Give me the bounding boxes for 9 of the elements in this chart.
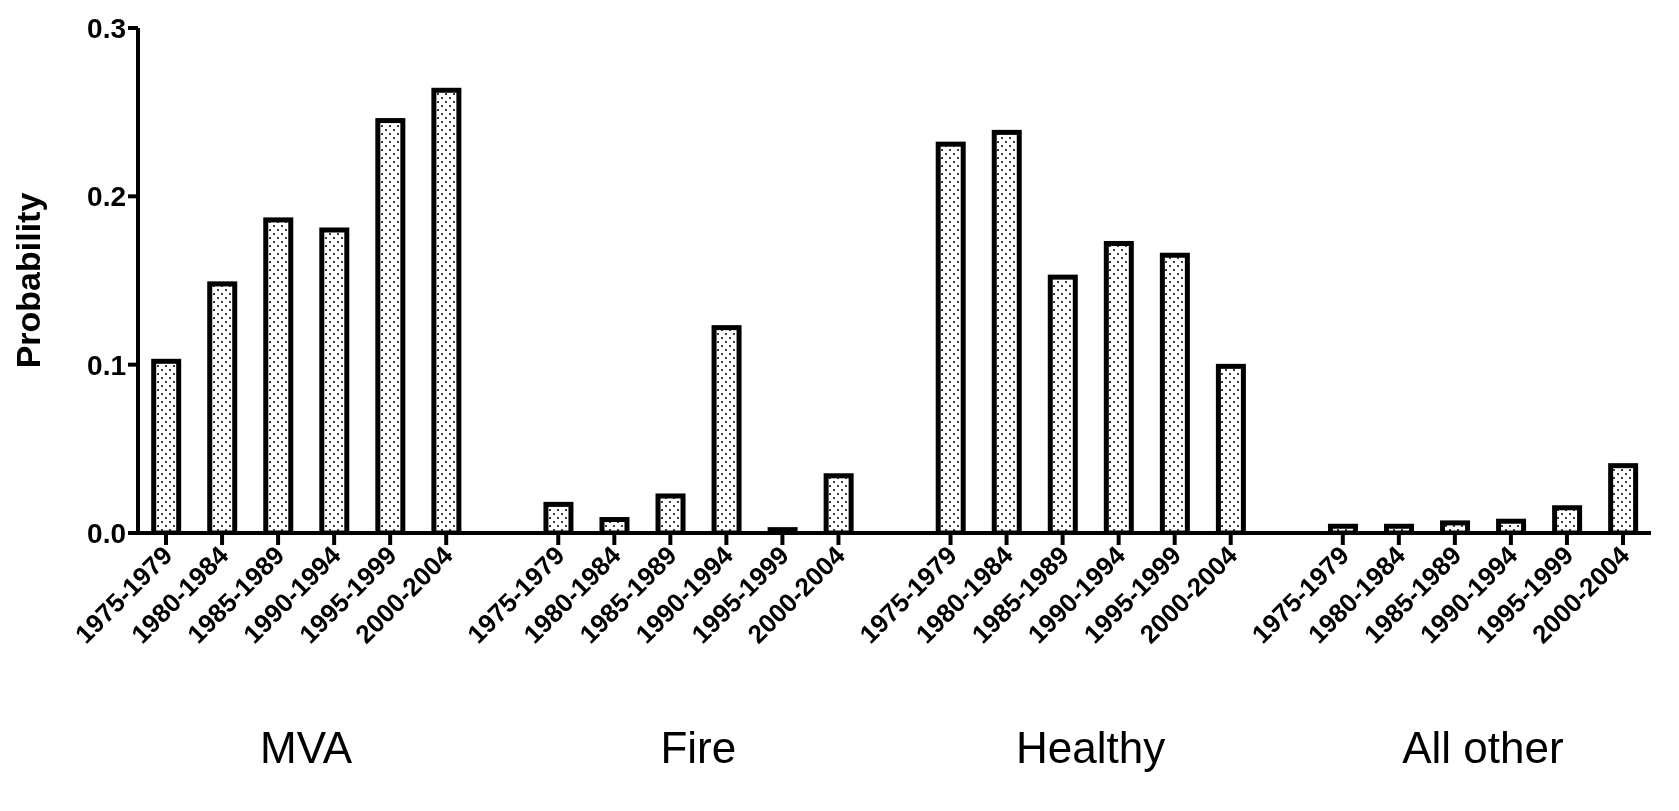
y-axis-title: Probability xyxy=(9,192,48,369)
text: Healthy xyxy=(1015,723,1167,773)
y-tick-label: 0.3 xyxy=(87,12,126,44)
text: All other xyxy=(1401,723,1565,773)
text: MVA xyxy=(259,723,354,773)
y-tick-label: 0.2 xyxy=(87,181,126,213)
text: Fire xyxy=(659,723,738,773)
y-tick-label: 0.0 xyxy=(87,517,126,549)
y-tick-label: 0.1 xyxy=(87,349,126,381)
